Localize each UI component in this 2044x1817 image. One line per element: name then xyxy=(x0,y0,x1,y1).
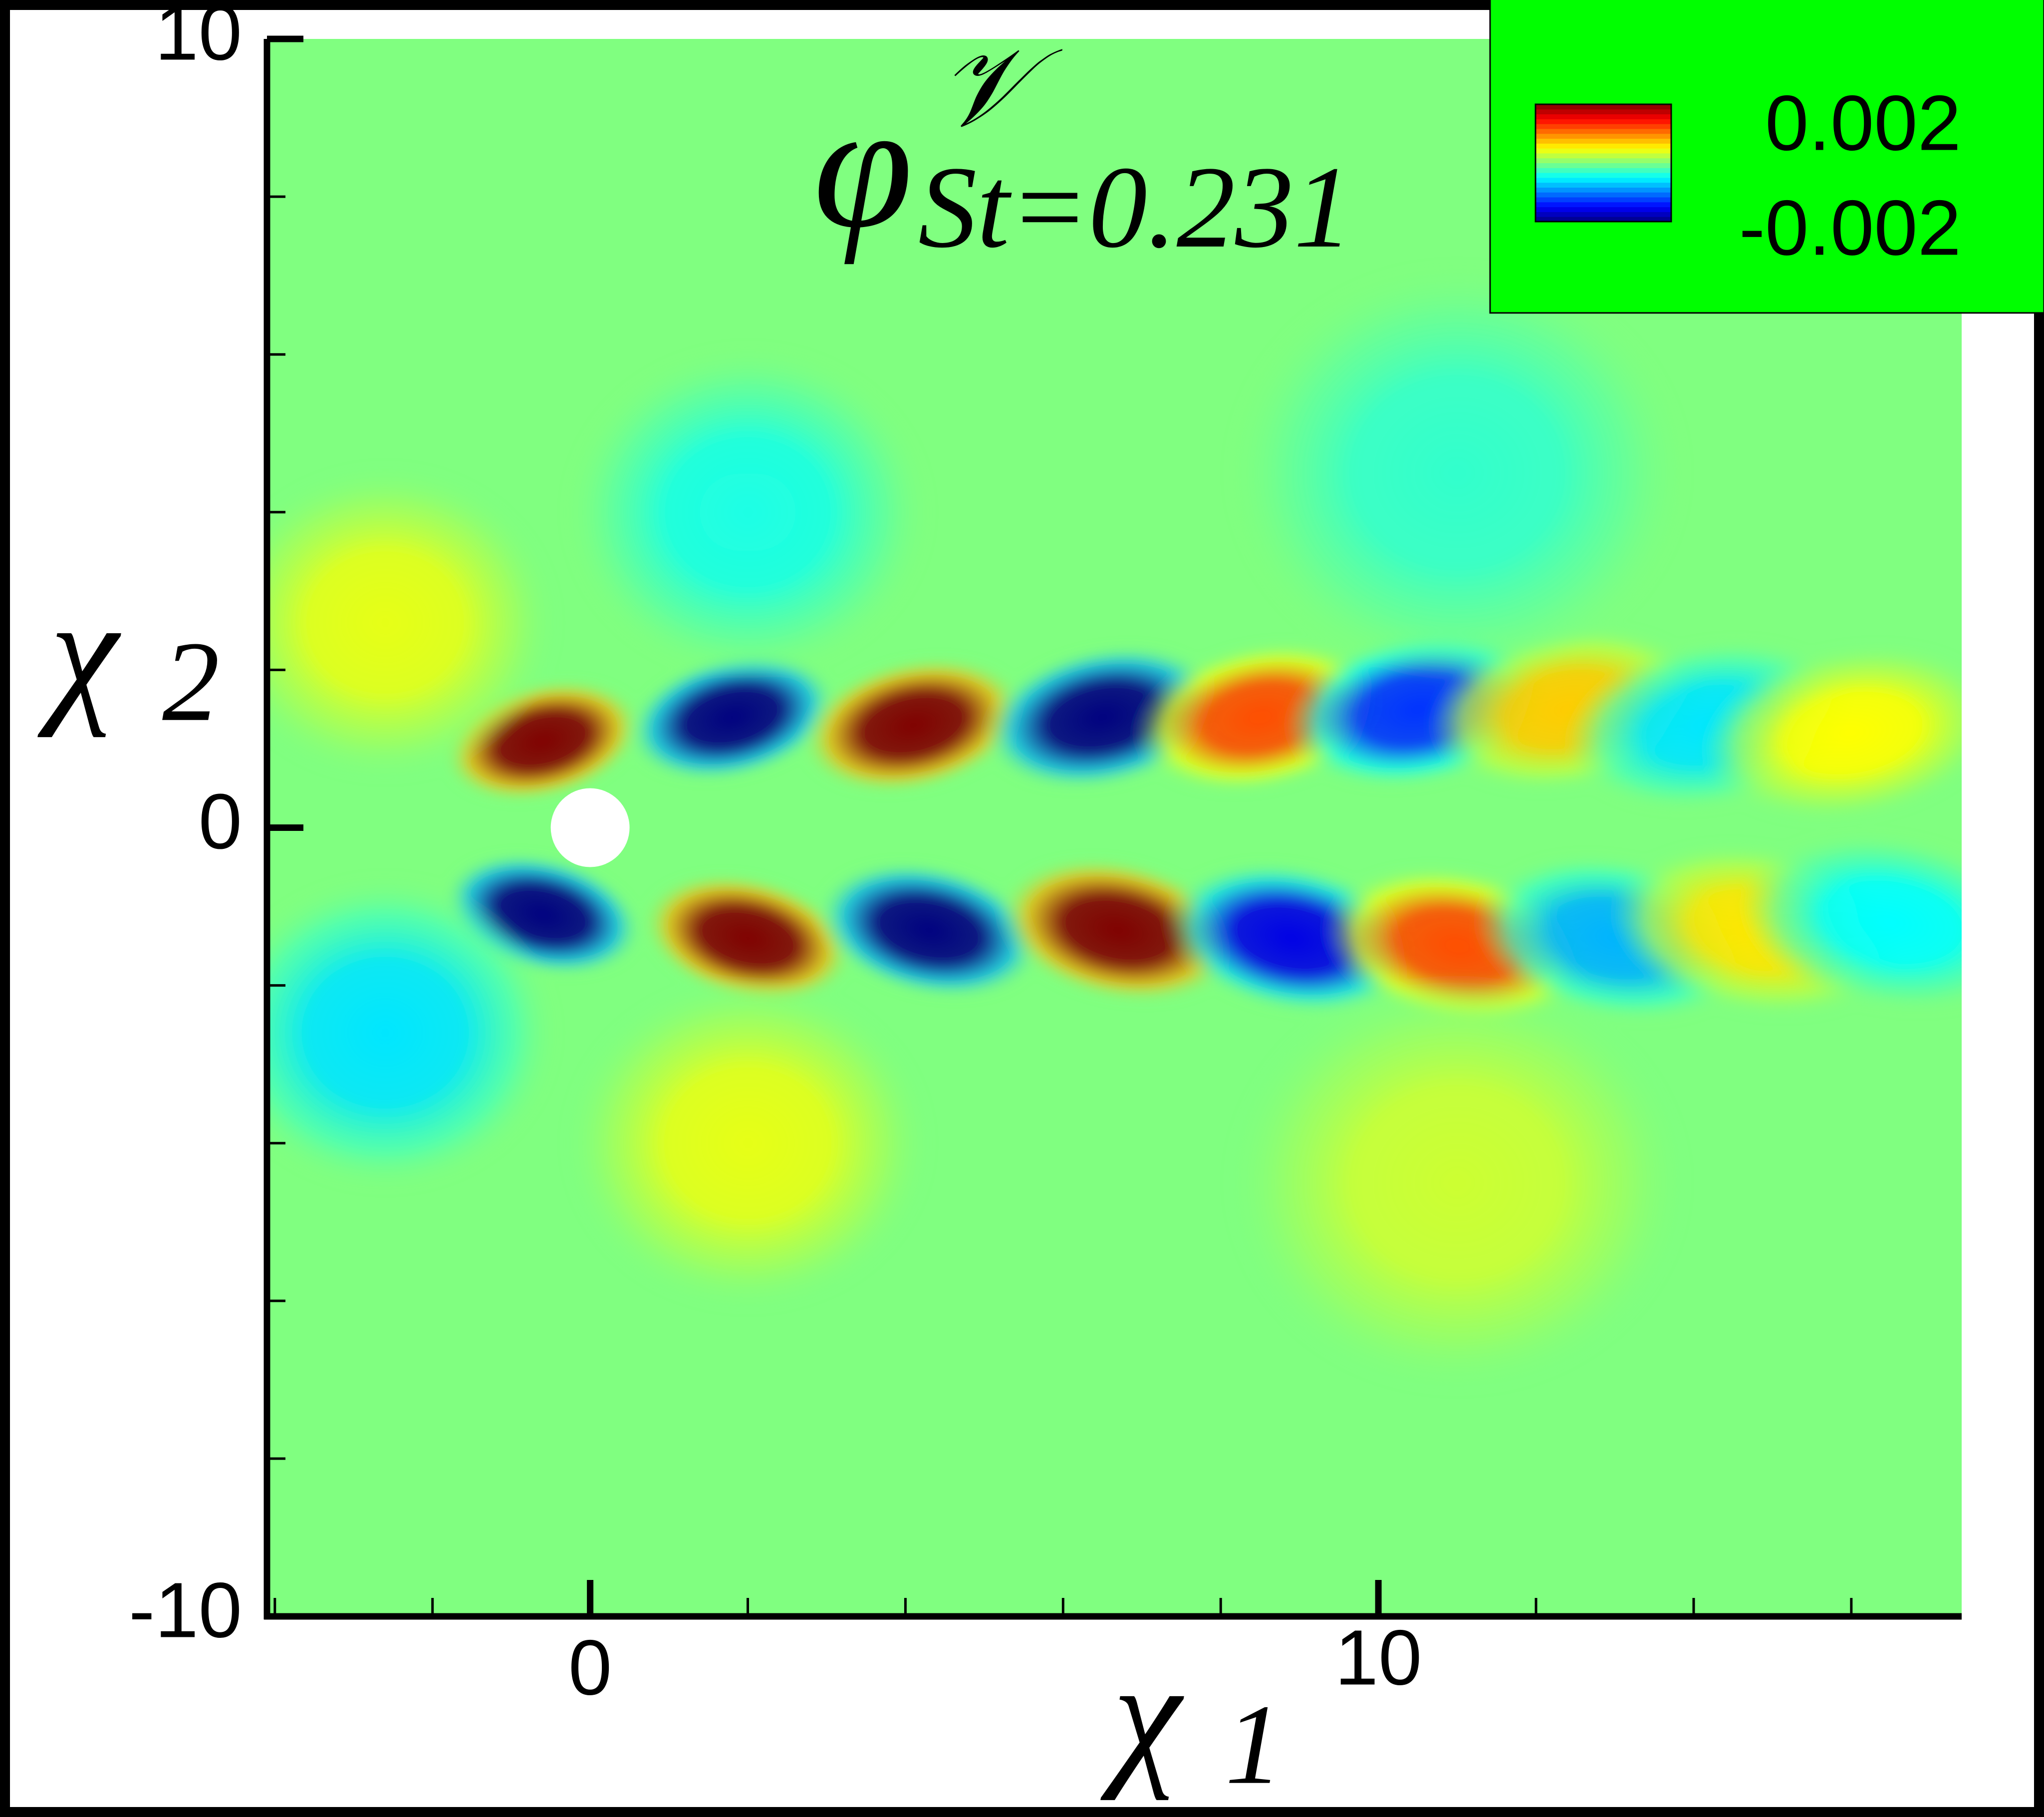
colorbar-band xyxy=(1535,177,1671,183)
y-tick-label: -10 xyxy=(129,1566,242,1654)
field-lobe xyxy=(1701,643,1962,823)
y-label-base: χ xyxy=(35,567,122,738)
colorbar-band xyxy=(1535,153,1671,159)
x-label-base: χ xyxy=(1098,1630,1185,1801)
colorbar-label: 0.002 xyxy=(1765,79,1961,167)
x-tick-label: 0 xyxy=(568,1624,612,1711)
colorbar-band xyxy=(1535,143,1671,149)
colorbar-band xyxy=(1535,202,1671,208)
y-tick-label: 10 xyxy=(155,0,242,76)
colorbar-frame xyxy=(1534,103,1672,223)
field xyxy=(267,262,1962,1393)
x-tick-label: 10 xyxy=(1335,1614,1422,1701)
colorbar-band xyxy=(1535,187,1671,193)
colorbar-band xyxy=(1535,207,1671,212)
colorbar-band xyxy=(1535,128,1671,134)
field-lobe xyxy=(267,875,559,1191)
field-lobe xyxy=(800,655,1027,795)
y-label-subscript: 2 xyxy=(162,618,220,745)
colorbar-band xyxy=(1535,133,1671,139)
colorbar-band xyxy=(1535,109,1671,115)
field-lobe xyxy=(1226,973,1688,1393)
field-lobe xyxy=(626,651,838,783)
colorbar-band xyxy=(1535,119,1671,124)
colorbar-band xyxy=(1535,104,1671,110)
colorbar-band xyxy=(1535,114,1671,119)
x-label-subscript: 1 xyxy=(1225,1681,1282,1808)
colorbar-band xyxy=(1535,138,1671,144)
field-lobe xyxy=(1739,831,1962,1014)
field-lobe xyxy=(1226,262,1688,683)
colorbar-band xyxy=(1535,148,1671,154)
colorbar-band xyxy=(1535,182,1671,188)
colorbar-band xyxy=(1535,212,1671,217)
colorbar-label: -0.002 xyxy=(1739,184,1961,271)
colorbar-band xyxy=(1535,168,1671,173)
colorbar-band xyxy=(1535,197,1671,203)
colorbar: 0.002 -0.002 xyxy=(1534,79,1961,271)
title-base: φ xyxy=(813,66,913,265)
colorbar-band xyxy=(1535,173,1671,178)
field-lobe xyxy=(641,872,855,1004)
field-lobe xyxy=(564,345,932,680)
colorbar-band xyxy=(1535,163,1671,168)
cylinder xyxy=(550,788,630,867)
colorbar-band xyxy=(1535,124,1671,129)
plot-area xyxy=(267,39,1962,1616)
y-tick-label: 0 xyxy=(199,778,242,865)
colorbar-band xyxy=(1535,158,1671,163)
ticks: -10 0 10 0 10 xyxy=(129,0,1853,1711)
colorbar-band xyxy=(1535,217,1671,222)
field-lobe xyxy=(564,976,932,1310)
field-lobe xyxy=(267,465,559,780)
title-subscript: St=0.231 xyxy=(918,142,1352,272)
colorbar-band xyxy=(1535,192,1671,198)
field-lobe xyxy=(815,860,1043,1000)
